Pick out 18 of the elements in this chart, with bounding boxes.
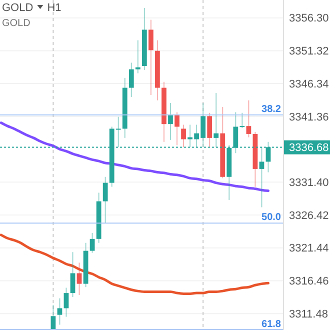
line-series — [0, 122, 270, 192]
y-tick-label: 3341.36 — [289, 111, 329, 124]
chart-subtitle: H1 — [47, 2, 62, 14]
y-tick-label: 3311.48 — [289, 308, 328, 320]
y-tick-label: 3326.42 — [289, 210, 329, 222]
annotation: 61.8 — [262, 319, 282, 330]
ref-line-label: 3336.68 — [289, 142, 329, 154]
annotation: 50.0 — [262, 212, 282, 224]
y-tick-label: 3351.32 — [289, 46, 329, 58]
y-tick-label: 3356.30 — [289, 12, 329, 25]
y-tick-label: 3346.34 — [289, 78, 329, 90]
y-tick-label: 3331.40 — [289, 177, 329, 190]
y-tick-label: 3321.44 — [289, 242, 329, 255]
chart-title: GOLD — [2, 2, 34, 14]
annotation: 38.2 — [262, 104, 282, 115]
annotation: GOLD — [2, 18, 30, 29]
y-tick-label: 3316.46 — [289, 276, 329, 288]
line-series — [0, 234, 270, 295]
